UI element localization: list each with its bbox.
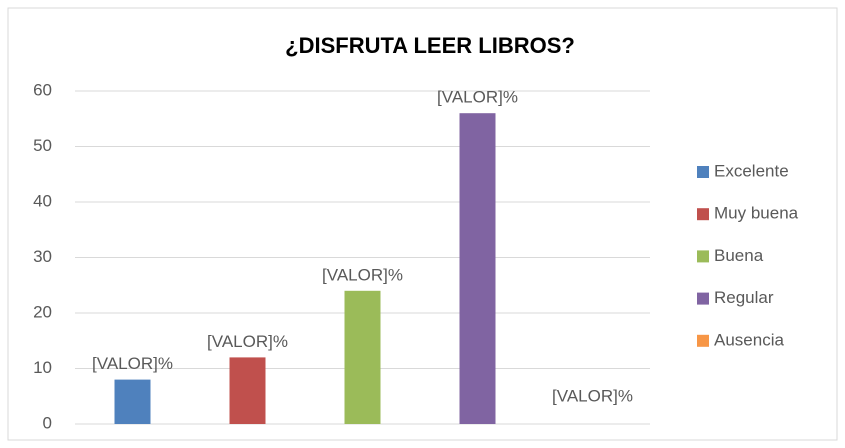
data-label: [VALOR]% (437, 88, 518, 107)
y-tick-label: 10 (33, 358, 52, 377)
legend-label: Excelente (714, 161, 789, 180)
bar (114, 379, 151, 424)
legend-swatch (697, 334, 709, 347)
legend-swatch (697, 292, 709, 305)
y-tick-label: 60 (33, 80, 52, 99)
y-tick-label: 20 (33, 302, 52, 321)
chart-border (7, 7, 838, 441)
data-label: [VALOR]% (322, 265, 403, 284)
bar (229, 357, 266, 424)
legend-swatch (697, 208, 709, 221)
legend-label: Ausencia (714, 330, 784, 349)
bar (459, 113, 496, 424)
y-tick-label: 50 (33, 136, 52, 155)
data-label: [VALOR]% (92, 354, 173, 373)
chart-title: ¿DISFRUTA LEER LIBROS? (285, 33, 575, 58)
legend-label: Buena (714, 246, 764, 265)
bar (344, 290, 381, 424)
data-label: [VALOR]% (207, 332, 288, 351)
legend-label: Regular (714, 288, 774, 307)
data-label: [VALOR]% (552, 386, 633, 405)
y-tick-label: 0 (43, 413, 52, 432)
legend-swatch (697, 166, 709, 178)
legend-swatch (697, 250, 709, 263)
y-tick-label: 30 (33, 247, 52, 266)
legend-label: Muy buena (714, 204, 799, 223)
y-tick-label: 40 (33, 191, 52, 210)
